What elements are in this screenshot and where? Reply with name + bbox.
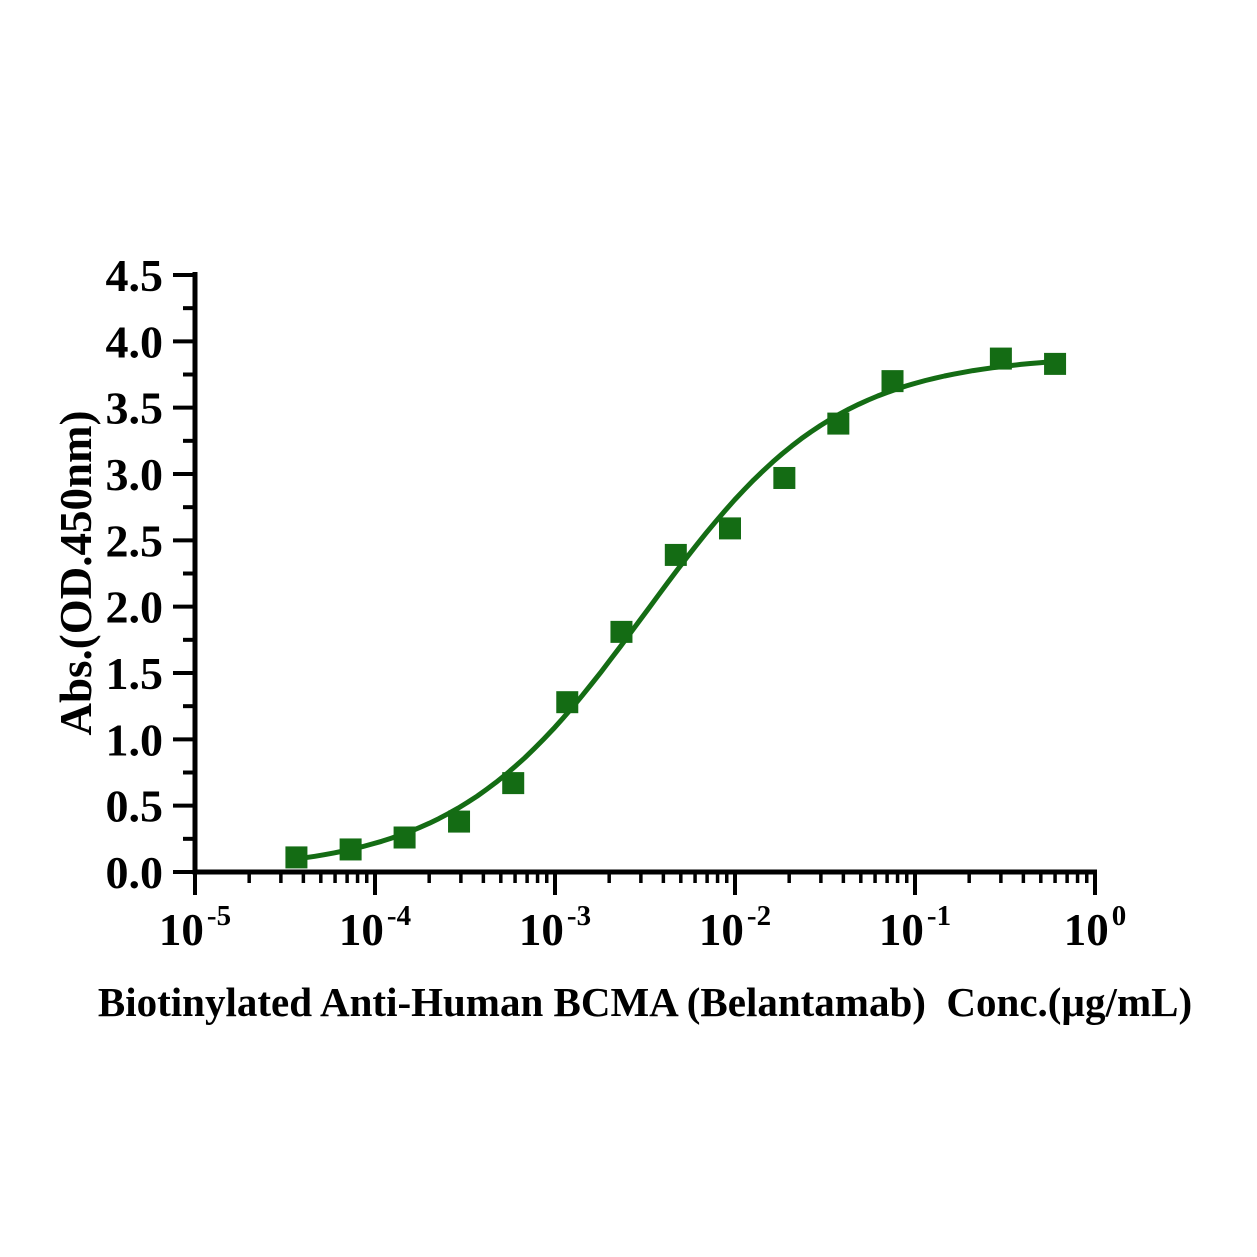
data-point-marker bbox=[448, 810, 471, 833]
y-tick-label: 3.0 bbox=[106, 449, 164, 500]
x-tick-label: 10 -1 bbox=[879, 900, 951, 955]
data-point-marker bbox=[989, 347, 1012, 370]
y-axis-title: Abs.(OD.450nm) bbox=[51, 410, 101, 736]
data-point-marker bbox=[556, 691, 579, 714]
y-tick-label: 0.5 bbox=[106, 781, 164, 832]
y-tick-label: 3.5 bbox=[106, 383, 164, 434]
data-point-marker bbox=[393, 826, 416, 849]
x-tick-label: 10 -4 bbox=[339, 900, 411, 955]
data-point-marker bbox=[1044, 352, 1067, 375]
y-tick-label: 4.0 bbox=[106, 316, 164, 367]
x-tick-label: 10 -5 bbox=[159, 900, 231, 955]
y-tick-label: 1.0 bbox=[106, 714, 164, 765]
data-point-marker bbox=[718, 517, 741, 540]
data-point-marker bbox=[502, 772, 525, 795]
data-point-marker bbox=[773, 466, 796, 489]
y-tick-label: 2.5 bbox=[106, 515, 164, 566]
data-point-marker bbox=[664, 543, 687, 566]
fit-curve bbox=[293, 358, 1062, 862]
data-point-marker bbox=[881, 370, 904, 393]
x-tick-label: 10 0 bbox=[1064, 900, 1127, 955]
y-tick-label: 0.0 bbox=[106, 847, 164, 898]
x-axis-title: Biotinylated Anti-Human BCMA (Belantamab… bbox=[97, 979, 1193, 1025]
x-tick-label: 10 -2 bbox=[699, 900, 771, 955]
data-point-marker bbox=[339, 838, 362, 861]
y-tick-label: 2.0 bbox=[106, 582, 164, 633]
y-tick-label: 1.5 bbox=[106, 648, 164, 699]
y-tick-label: 4.5 bbox=[106, 250, 164, 301]
data-point-marker bbox=[827, 412, 850, 435]
data-point-marker bbox=[285, 846, 308, 869]
data-point-marker bbox=[610, 620, 633, 643]
x-tick-label: 10 -3 bbox=[519, 900, 591, 955]
